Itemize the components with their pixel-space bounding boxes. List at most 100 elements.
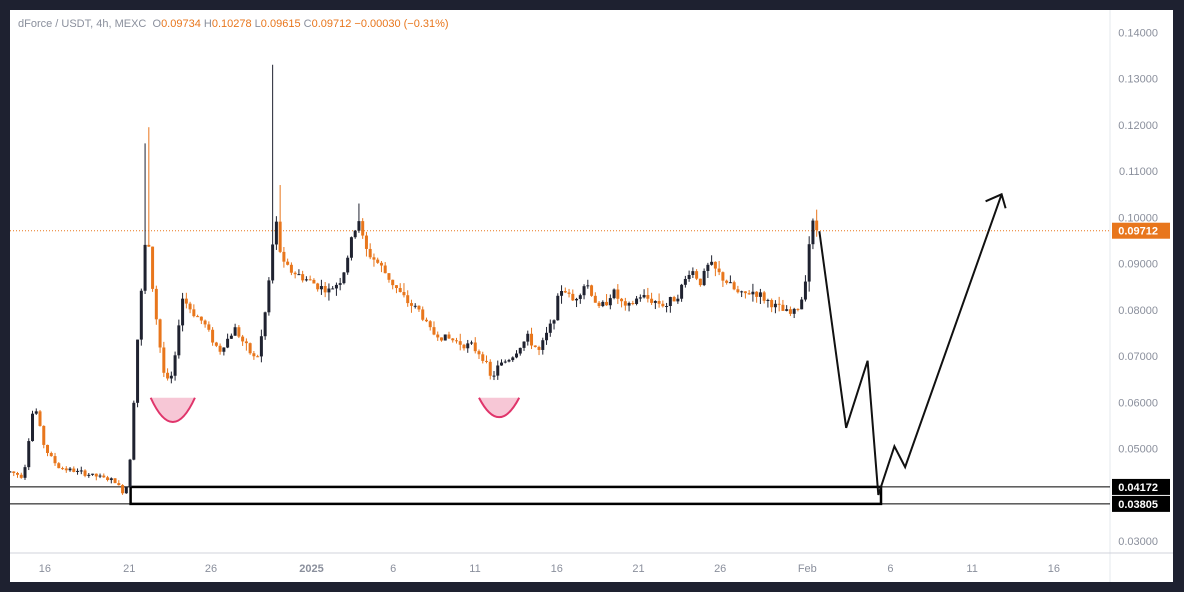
candle-body: [301, 274, 305, 281]
x-tick-label: 26: [205, 563, 217, 575]
candle-body: [755, 291, 759, 297]
candle-body: [94, 473, 98, 477]
candle-body: [19, 474, 23, 478]
candle-body: [124, 486, 128, 494]
candle-body: [492, 375, 496, 377]
candle-body: [383, 265, 387, 274]
projection-arrowhead: [985, 192, 1007, 209]
candle-body: [462, 344, 466, 349]
chart-window: 0.14000 0.13000 0.12000 0.11000 0.10000 0.090…: [10, 10, 1173, 582]
candle-body: [312, 279, 316, 284]
candle-body: [331, 288, 335, 290]
candle-body: [64, 468, 68, 471]
candle-body: [379, 262, 383, 266]
candle-body: [747, 293, 751, 295]
candle-body: [721, 272, 725, 281]
candle-body: [342, 272, 346, 284]
symbol-header: dForce / USDT, 4h, MEXC O0.09734 H0.1027…: [18, 18, 449, 30]
candle-body: [109, 478, 113, 481]
candle-body: [132, 402, 136, 460]
candle-body: [259, 336, 263, 357]
candle-body: [323, 286, 327, 293]
candle-body: [653, 301, 657, 303]
candle-body: [196, 316, 200, 318]
current-price-tag: 0.09712: [1118, 226, 1158, 238]
x-tick-label: 21: [123, 563, 135, 575]
candle-body: [376, 259, 380, 263]
x-tick-label: 21: [632, 563, 644, 575]
candle-body: [214, 342, 218, 346]
candle-body: [710, 261, 714, 265]
x-tick-label: 16: [551, 563, 563, 575]
y-tick-label: 0.12000: [1118, 120, 1158, 132]
y-tick-label: 0.05000: [1118, 444, 1158, 456]
low-label: L: [254, 18, 261, 30]
candle-body: [139, 290, 143, 340]
candle-body: [83, 470, 87, 476]
candle-body: [605, 301, 609, 306]
candle-body: [668, 297, 672, 307]
candle-body: [102, 475, 106, 478]
x-tick-label: 16: [39, 563, 51, 575]
candle-body: [192, 309, 196, 317]
rounding-bottom-arc: [149, 397, 196, 424]
candle-body: [488, 361, 492, 376]
candle-body: [316, 283, 320, 290]
candle-body: [608, 298, 612, 306]
rounding-bottom-arc: [478, 397, 521, 418]
high-label: H: [203, 18, 212, 30]
candle-body: [293, 272, 297, 275]
candle-body: [477, 351, 481, 355]
candle-body: [428, 321, 432, 328]
candle-body: [736, 289, 740, 293]
candle-body: [545, 332, 549, 341]
candle-body: [353, 230, 357, 238]
candle-body: [23, 467, 27, 478]
candle-body: [511, 357, 515, 361]
candle-body: [72, 468, 76, 472]
candle-body: [792, 308, 796, 314]
close-label: C: [303, 18, 312, 30]
candle-body: [766, 299, 770, 301]
candle-body: [361, 221, 365, 236]
candle-body: [413, 305, 417, 307]
close-value: 0.09712: [311, 18, 352, 30]
y-tick-label: 0.14000: [1118, 27, 1158, 39]
candle-body: [627, 303, 631, 306]
candle-body: [503, 361, 507, 363]
candle-body: [113, 478, 117, 484]
candle-body: [740, 291, 744, 293]
candle-body: [106, 477, 110, 481]
candle-body: [518, 347, 522, 354]
candle-body: [732, 282, 736, 290]
high-value: 0.10278: [211, 18, 252, 30]
candle-body: [237, 327, 241, 337]
candle-body: [601, 301, 605, 307]
candle-body: [642, 295, 646, 298]
candle-body: [646, 295, 650, 299]
candle-body: [181, 298, 185, 326]
candle-body: [807, 244, 811, 282]
candle-body: [57, 463, 61, 469]
candle-body: [635, 298, 639, 304]
candle-body: [661, 303, 665, 307]
candle-body: [184, 298, 188, 304]
price-chart[interactable]: 0.14000 0.13000 0.12000 0.11000 0.10000 0.090…: [10, 10, 1173, 582]
candle-body: [274, 221, 278, 245]
candle-body: [304, 279, 308, 281]
candle-body: [27, 441, 31, 468]
candle-body: [469, 342, 473, 344]
candle-body: [548, 323, 552, 333]
candle-body: [409, 303, 413, 306]
y-tick-label: 0.07000: [1118, 351, 1158, 363]
candle-body: [271, 244, 275, 281]
candle-body: [522, 341, 526, 348]
candle-body: [770, 299, 774, 308]
candle-body: [571, 293, 575, 301]
candle-body: [578, 295, 582, 299]
candle-body: [12, 471, 16, 474]
candle-body: [781, 304, 785, 311]
candle-body: [61, 468, 65, 470]
candle-body: [278, 221, 282, 252]
candle-body: [76, 470, 80, 472]
